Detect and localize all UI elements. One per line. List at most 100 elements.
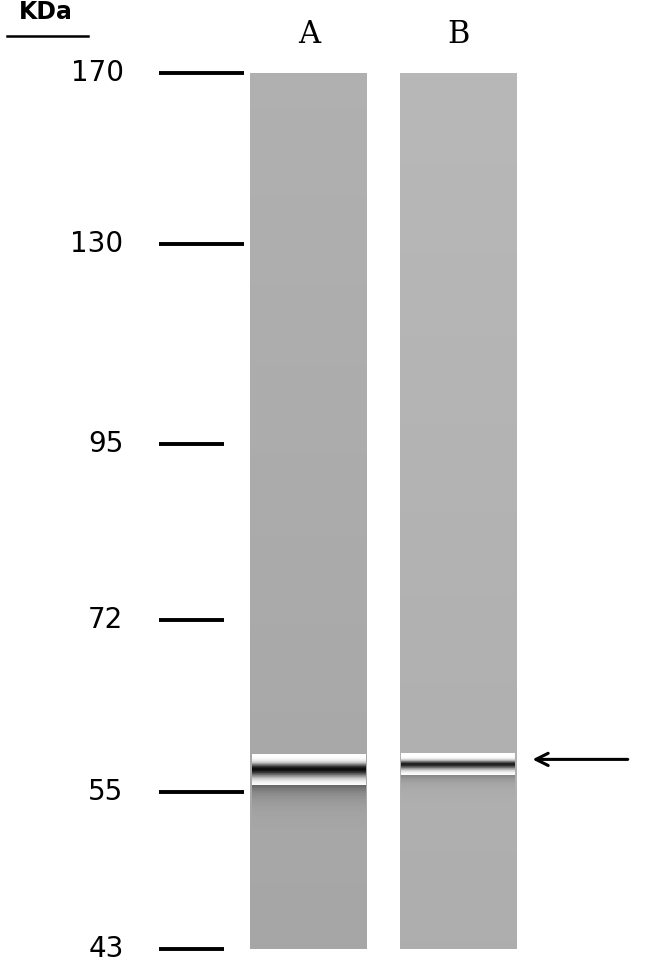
Bar (400, 866, 517, 870)
Bar (400, 248, 517, 252)
Bar (250, 488, 367, 493)
Bar (250, 901, 367, 905)
Bar (250, 585, 367, 590)
Bar (250, 651, 367, 656)
Bar (250, 821, 367, 826)
Bar (400, 301, 517, 305)
Bar (250, 555, 367, 559)
Bar (250, 288, 367, 292)
Bar (250, 344, 367, 348)
Bar (250, 774, 367, 778)
Bar (250, 769, 367, 774)
Bar (400, 761, 517, 765)
Bar (250, 283, 367, 288)
Bar (400, 485, 517, 488)
Bar (250, 476, 367, 480)
Bar (400, 95, 517, 99)
Bar (400, 826, 517, 830)
Bar (400, 874, 517, 879)
Bar (250, 348, 367, 353)
Bar (250, 357, 367, 362)
Bar (250, 388, 367, 392)
Bar (400, 392, 517, 397)
Bar (250, 239, 367, 243)
Bar (250, 209, 367, 213)
Bar (250, 940, 367, 944)
Bar (400, 940, 517, 944)
Bar (400, 576, 517, 581)
Bar (250, 576, 367, 581)
Bar (400, 905, 517, 909)
Bar (400, 856, 517, 861)
Bar (250, 156, 367, 161)
Bar (400, 769, 517, 774)
Bar (400, 664, 517, 668)
Bar (400, 782, 517, 786)
Bar (400, 887, 517, 891)
Bar (250, 707, 367, 712)
Text: 170: 170 (70, 59, 124, 87)
Bar (400, 936, 517, 940)
Bar (250, 922, 367, 926)
Bar (250, 423, 367, 428)
Bar (400, 804, 517, 809)
Bar (400, 695, 517, 699)
Bar (400, 292, 517, 296)
Bar (250, 428, 367, 432)
Bar (400, 288, 517, 292)
Bar (400, 677, 517, 681)
Bar (400, 476, 517, 480)
Bar (400, 567, 517, 572)
Bar (400, 257, 517, 261)
Bar (400, 734, 517, 739)
Bar (250, 926, 367, 931)
Bar (250, 734, 367, 739)
Bar (400, 651, 517, 656)
Bar (250, 721, 367, 726)
Bar (400, 707, 517, 712)
Bar (250, 375, 367, 379)
Bar (250, 621, 367, 625)
Bar (250, 664, 367, 668)
Bar (400, 506, 517, 511)
Bar (400, 383, 517, 388)
Bar (400, 122, 517, 126)
Bar (250, 161, 367, 164)
Bar (250, 104, 367, 108)
Bar (250, 331, 367, 336)
Bar (250, 633, 367, 638)
Bar (250, 695, 367, 699)
Bar (400, 926, 517, 931)
Bar (250, 143, 367, 147)
Bar (400, 660, 517, 664)
Bar (400, 516, 517, 520)
Bar (250, 516, 367, 520)
Bar (400, 497, 517, 502)
Bar (400, 143, 517, 147)
Bar (400, 555, 517, 559)
Bar (400, 117, 517, 122)
Bar (250, 414, 367, 418)
Bar (250, 379, 367, 383)
Bar (400, 563, 517, 567)
Bar (250, 200, 367, 204)
Bar (250, 691, 367, 695)
Bar (400, 791, 517, 796)
Bar (400, 375, 517, 379)
Bar (250, 362, 367, 366)
Bar (400, 520, 517, 523)
Bar (250, 257, 367, 261)
Bar (250, 218, 367, 222)
Bar (400, 922, 517, 926)
Bar (400, 611, 517, 616)
Bar (250, 905, 367, 909)
Bar (400, 453, 517, 458)
Bar (400, 870, 517, 874)
Bar (250, 747, 367, 751)
Bar (400, 73, 517, 78)
Bar (400, 388, 517, 392)
Bar (400, 480, 517, 485)
Bar (400, 379, 517, 383)
Bar (400, 104, 517, 108)
Bar (250, 406, 367, 411)
